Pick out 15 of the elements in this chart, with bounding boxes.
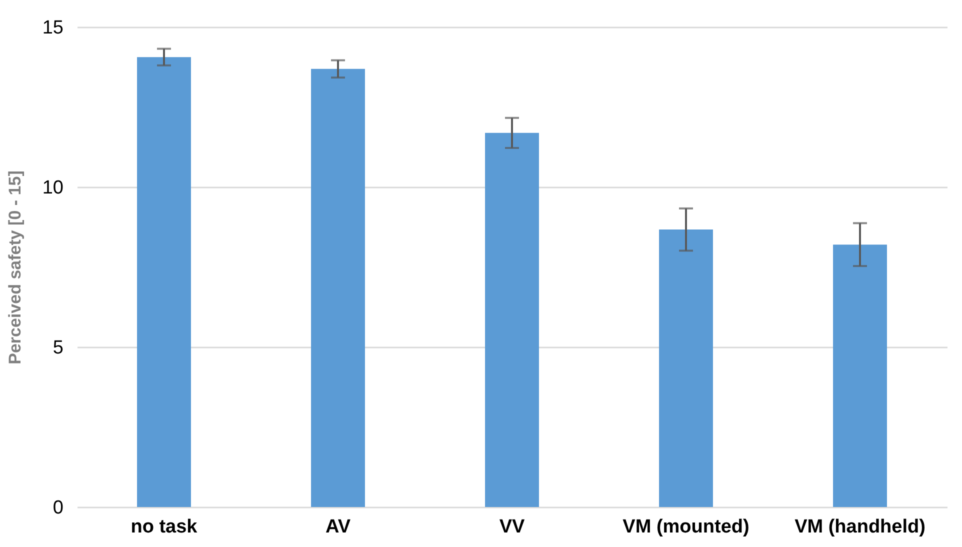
bar — [311, 68, 365, 507]
bar — [137, 57, 191, 507]
x-tick-label: AV — [326, 516, 351, 538]
y-tick-label: 0 — [52, 498, 64, 518]
y-axis-title: Perceived safety [0 - 15] — [5, 170, 24, 364]
x-tick-label: VM (mounted) — [622, 516, 750, 538]
x-tick-label: VM (handheld) — [794, 516, 926, 538]
y-tick-label: 5 — [52, 338, 64, 358]
bar — [659, 230, 713, 507]
y-tick-label: 10 — [42, 178, 64, 198]
bar — [833, 244, 887, 507]
x-tick-label: no task — [130, 516, 198, 538]
y-tick-label: 15 — [42, 18, 64, 38]
bar — [485, 132, 539, 507]
x-tick-label: VV — [499, 516, 525, 538]
